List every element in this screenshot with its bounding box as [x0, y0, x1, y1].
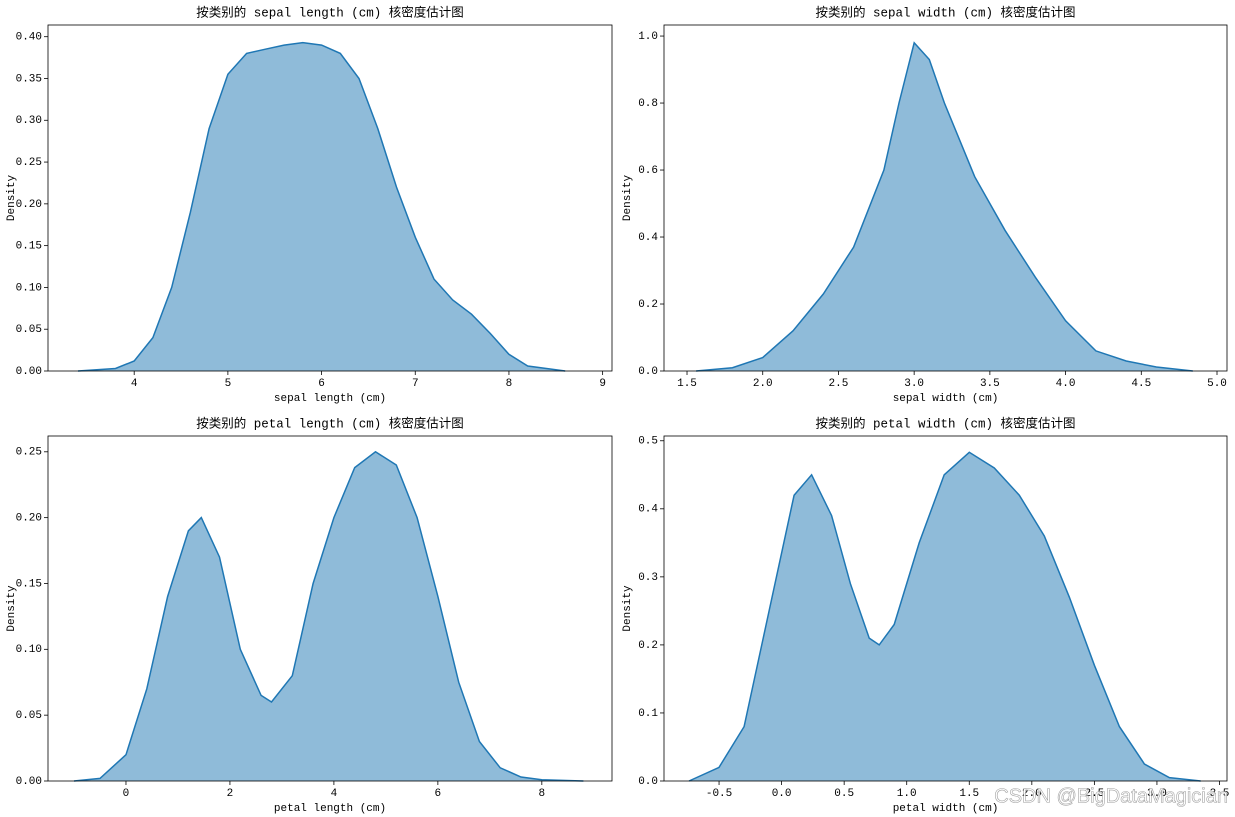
axes-frame [663, 24, 1228, 372]
x-tick-label: 8 [539, 788, 546, 800]
y-tick-label: 0.1 [638, 708, 658, 720]
x-tick-label: 4.5 [1131, 378, 1151, 390]
y-tick-label: 0.00 [16, 366, 42, 378]
x-tick-label: -0.5 [706, 788, 732, 800]
y-tick-label: 0.0 [638, 776, 658, 788]
y-tick-label: 0.15 [16, 578, 42, 590]
y-tick-label: 0.2 [638, 299, 658, 311]
x-tick-label: 4 [131, 378, 138, 390]
axes-frame [663, 435, 1228, 782]
x-tick-label: 0.0 [772, 788, 792, 800]
x-tick-label: 1.5 [677, 378, 697, 390]
y-tick-label: 0.4 [638, 504, 658, 516]
x-axis-label: sepal width (cm) [893, 393, 999, 405]
y-tick-label: 0.3 [638, 572, 658, 584]
x-tick-label: 5 [225, 378, 232, 390]
y-tick-label: 0.20 [16, 513, 42, 525]
density-area [689, 452, 1201, 781]
x-tick-label: 2.5 [1084, 788, 1104, 800]
x-tick-label: 2 [227, 788, 234, 800]
density-area [74, 451, 584, 781]
x-tick-label: 3.5 [1210, 788, 1230, 800]
chart-title: 按类别的 sepal length (cm) 核密度估计图 [196, 4, 464, 20]
y-tick-label: 0.35 [16, 73, 42, 85]
x-tick-label: 2.0 [753, 378, 773, 390]
y-tick-label: 0.6 [638, 165, 658, 177]
axes-frame [47, 435, 613, 782]
y-tick-label: 0.4 [638, 232, 658, 244]
y-tick-label: 0.00 [16, 776, 42, 788]
chart-title: 按类别的 sepal width (cm) 核密度估计图 [815, 4, 1075, 20]
x-axis-label: petal width (cm) [893, 803, 999, 815]
y-axis-label: Density [6, 175, 18, 222]
y-tick-label: 0.5 [638, 436, 658, 448]
axes-frame [47, 24, 613, 372]
y-tick-label: 0.05 [16, 324, 42, 336]
x-tick-label: 1.0 [897, 788, 917, 800]
density-line [77, 41, 566, 372]
y-tick-label: 0.25 [16, 447, 42, 459]
y-tick-label: 0.25 [16, 157, 42, 169]
x-tick-label: 8 [506, 378, 513, 390]
x-tick-label: 6 [318, 378, 325, 390]
x-axis-label: petal length (cm) [274, 803, 386, 815]
x-tick-label: 3.0 [1147, 788, 1167, 800]
density-area [78, 42, 566, 371]
y-tick-label: 0.40 [16, 32, 42, 44]
x-tick-label: 3.5 [980, 378, 1000, 390]
y-tick-label: 0.05 [16, 710, 42, 722]
density-line [73, 450, 584, 782]
chart-title: 按类别的 petal width (cm) 核密度估计图 [815, 415, 1075, 431]
x-tick-label: 6 [435, 788, 442, 800]
y-tick-label: 1.0 [638, 31, 658, 43]
x-tick-label: 4.0 [1056, 378, 1076, 390]
y-axis-label: Density [6, 585, 18, 632]
x-tick-label: 7 [412, 378, 419, 390]
x-tick-label: 0 [123, 788, 130, 800]
watermark: CSDN @BigDataMagician [994, 785, 1228, 807]
y-tick-label: 0.8 [638, 98, 658, 110]
y-tick-label: 0.20 [16, 199, 42, 211]
x-tick-label: 9 [599, 378, 606, 390]
x-tick-label: 0.5 [834, 788, 854, 800]
y-tick-label: 0.30 [16, 115, 42, 127]
x-tick-label: 3.0 [904, 378, 924, 390]
x-tick-label: 2.5 [829, 378, 849, 390]
x-tick-label: 1.5 [959, 788, 979, 800]
x-axis-label: sepal length (cm) [274, 393, 386, 405]
y-axis-label: Density [622, 585, 634, 632]
x-tick-label: 2.0 [1022, 788, 1042, 800]
chart-title: 按类别的 petal length (cm) 核密度估计图 [196, 415, 464, 431]
y-tick-label: 0.10 [16, 282, 42, 294]
y-tick-label: 0.0 [638, 366, 658, 378]
density-area [696, 42, 1193, 372]
y-tick-label: 0.2 [638, 640, 658, 652]
density-line [688, 451, 1201, 782]
density-line [696, 41, 1193, 372]
x-tick-label: 4 [331, 788, 338, 800]
x-tick-label: 5.0 [1207, 378, 1227, 390]
y-axis-label: Density [622, 175, 634, 222]
y-tick-label: 0.10 [16, 644, 42, 656]
y-tick-label: 0.15 [16, 241, 42, 253]
